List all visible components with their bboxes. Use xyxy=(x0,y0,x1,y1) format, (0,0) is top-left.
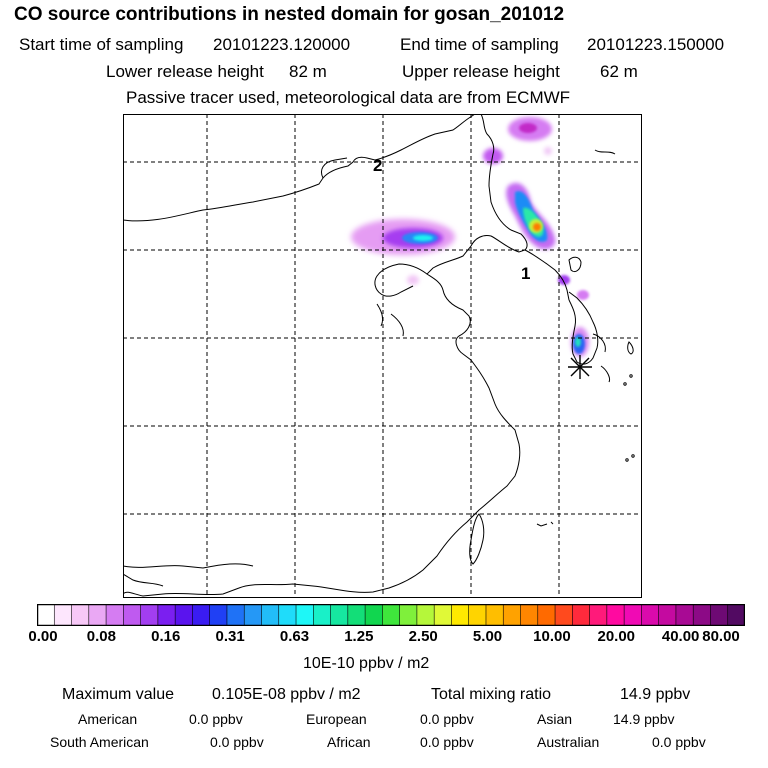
colorbar-swatch xyxy=(106,604,124,626)
colorbar-swatch xyxy=(37,604,55,626)
lower-height-value: 82 m xyxy=(289,62,327,81)
colorbar-swatch xyxy=(313,604,332,626)
colorbar-swatch xyxy=(555,604,573,626)
plume-manchuria xyxy=(506,182,556,250)
colorbar-swatch xyxy=(710,604,729,626)
colorbar-tick-label: 20.00 xyxy=(597,628,636,645)
colorbar-swatch xyxy=(675,604,694,626)
colorbar-swatch xyxy=(140,604,159,626)
region-name: African xyxy=(327,734,371,750)
colorbar-tick-label: 80.00 xyxy=(702,628,740,645)
colorbar-swatch xyxy=(485,604,504,626)
plume-central xyxy=(351,219,455,285)
region-name: American xyxy=(78,711,138,727)
marker-2: 2 xyxy=(373,156,382,175)
region-name: South American xyxy=(50,734,149,750)
colorbar-swatch xyxy=(54,604,73,626)
colorbar-tick-label: 40.00 xyxy=(661,628,700,645)
colorbar-swatch xyxy=(416,604,435,626)
plume-korea xyxy=(558,275,589,357)
colorbar-tick-label: 2.50 xyxy=(408,628,438,645)
colorbar-swatch xyxy=(244,604,262,626)
marker-1: 1 xyxy=(521,264,530,283)
colorbar-swatch xyxy=(226,604,245,626)
map-panel: 1 2 xyxy=(123,114,642,598)
max-value-label: Maximum value xyxy=(62,686,175,703)
start-time-value: 20101223.120000 xyxy=(213,35,351,54)
tracer-note: Passive tracer used, meteorological data… xyxy=(126,88,571,107)
colorbar-units: 10E-10 ppbv / m2 xyxy=(303,655,430,672)
colorbar-swatch xyxy=(434,604,452,626)
colorbar-swatch xyxy=(71,604,90,626)
end-time-value: 20101223.150000 xyxy=(587,35,725,54)
start-time-label: Start time of sampling xyxy=(19,35,184,54)
end-time-label: End time of sampling xyxy=(400,35,559,54)
total-mixing-label: Total mixing ratio xyxy=(431,686,552,703)
colorbar-swatch xyxy=(468,604,487,626)
colorbar-swatch xyxy=(727,604,745,626)
colorbar-swatch xyxy=(693,604,711,626)
colorbar-swatch xyxy=(572,604,591,626)
colorbar-swatch xyxy=(175,604,193,626)
region-name: Asian xyxy=(537,711,573,727)
colorbar-swatch xyxy=(123,604,142,626)
colorbar-swatch xyxy=(606,604,625,626)
total-mixing-value: 14.9 ppbv xyxy=(620,686,691,703)
region-name: European xyxy=(306,711,367,727)
colorbar-swatch xyxy=(330,604,349,626)
colorbar-swatch xyxy=(261,604,280,626)
colorbar-swatch xyxy=(641,604,660,626)
colorbar-swatch xyxy=(192,604,211,626)
colorbar-tick-label: 0.63 xyxy=(279,628,310,645)
colorbar-swatch xyxy=(347,604,366,626)
colorbar-tick-label: 1.25 xyxy=(344,628,374,645)
colorbar-swatch xyxy=(589,604,608,626)
plot-title: CO source contributions in nested domain… xyxy=(14,4,565,25)
colorbar-tick-label: 0.08 xyxy=(86,628,116,645)
colorbar-swatch xyxy=(503,604,522,626)
colorbar-tick-label: 0.00 xyxy=(28,628,58,645)
upper-height-value: 62 m xyxy=(600,62,638,81)
colorbar-frame xyxy=(37,604,745,626)
colorbar-swatch xyxy=(88,604,107,626)
colorbar-swatch xyxy=(624,604,642,626)
region-name: Australian xyxy=(537,734,600,750)
max-value: 0.105E-08 ppbv / m2 xyxy=(212,686,361,703)
colorbar-swatch xyxy=(520,604,539,626)
colorbar-swatch xyxy=(157,604,176,626)
region-value: 0.0 ppbv xyxy=(652,734,706,750)
region-value: 0.0 ppbv xyxy=(189,711,243,727)
colorbar-swatch xyxy=(658,604,677,626)
colorbar-tick-label: 0.16 xyxy=(151,628,181,645)
region-value: 14.9 ppbv xyxy=(613,711,675,727)
colorbar-tick-label: 10.00 xyxy=(533,628,571,645)
colorbar-tick-label: 5.00 xyxy=(472,628,503,645)
coastlines xyxy=(123,114,635,597)
map-frame xyxy=(123,114,642,598)
colorbar-swatch xyxy=(382,604,401,626)
region-value: 0.0 ppbv xyxy=(420,711,474,727)
region-value: 0.0 ppbv xyxy=(420,734,474,750)
colorbar-swatch xyxy=(278,604,297,626)
upper-height-label: Upper release height xyxy=(402,62,560,81)
region-value: 0.0 ppbv xyxy=(210,734,264,750)
colorbar-swatch xyxy=(399,604,418,626)
colorbar-swatch xyxy=(296,604,314,626)
colorbar-swatch xyxy=(451,604,470,626)
colorbar-swatch xyxy=(365,604,383,626)
lat-lon-grid xyxy=(123,114,642,598)
receptor-asterisk-icon xyxy=(568,355,592,379)
colorbar-tick-label: 0.31 xyxy=(215,628,245,645)
colorbar xyxy=(37,604,745,626)
lower-height-label: Lower release height xyxy=(106,62,264,81)
colorbar-swatch xyxy=(209,604,228,626)
colorbar-swatch xyxy=(537,604,556,626)
